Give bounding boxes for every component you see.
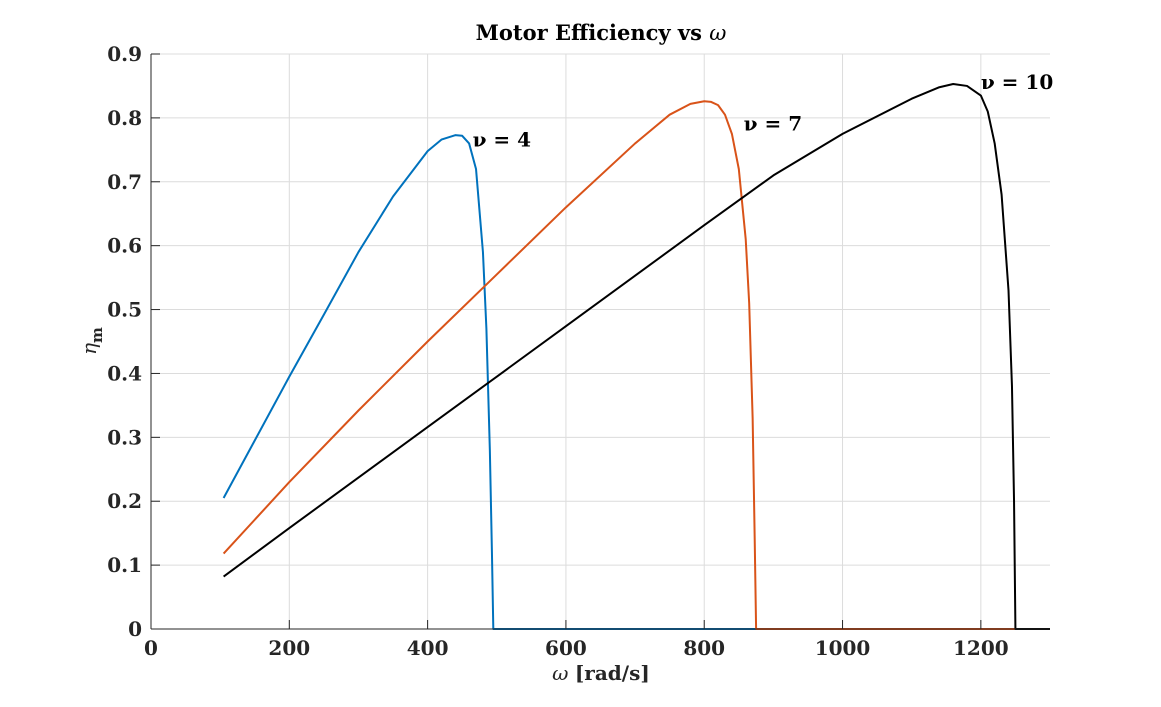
x-tick-label: 1000: [815, 636, 871, 660]
x-tick-label: 0: [144, 636, 158, 660]
series-annotation: ν = 4: [473, 128, 532, 152]
chart-title: Motor Efficiency vs ω: [476, 20, 727, 45]
y-tick-label: 0.9: [107, 42, 142, 66]
y-tick-label: 0.6: [107, 234, 142, 258]
y-axis-label: ηm: [77, 327, 106, 355]
y-tick-label: 0.1: [107, 553, 142, 577]
series-line-2: [222, 100, 1050, 630]
x-tick-label: 200: [268, 636, 310, 660]
series-annotation: ν = 7: [744, 112, 802, 136]
y-tick-label: 0.5: [107, 298, 142, 322]
series-lines: [222, 83, 1050, 630]
y-tick-label: 0.3: [107, 425, 142, 449]
y-tick-label: 0.8: [107, 106, 142, 130]
y-tick-label: 0: [128, 617, 142, 641]
series-annotation: ν = 10: [981, 70, 1053, 94]
series-line-3: [223, 83, 1050, 630]
x-axis-label: ω [rad/s]: [552, 661, 650, 685]
y-tick-label: 0.2: [107, 489, 142, 513]
x-tick-label: 400: [407, 636, 449, 660]
tick-labels: 0 200 400 600 800 1000 1200 0 0.1 0.2 0.3 0.4 0.5 0.6…: [107, 42, 1008, 660]
grid: [151, 53, 1050, 629]
y-tick-label: 0.7: [107, 170, 142, 194]
annotations: ν = 4 ν = 7 ν = 10: [473, 70, 1054, 152]
axes: [150, 54, 1050, 630]
y-tick-label: 0.4: [107, 361, 142, 385]
x-tick-label: 600: [545, 636, 587, 660]
series-line-1: [222, 134, 1050, 630]
x-tick-label: 1200: [953, 636, 1009, 660]
x-tick-label: 800: [683, 636, 725, 660]
